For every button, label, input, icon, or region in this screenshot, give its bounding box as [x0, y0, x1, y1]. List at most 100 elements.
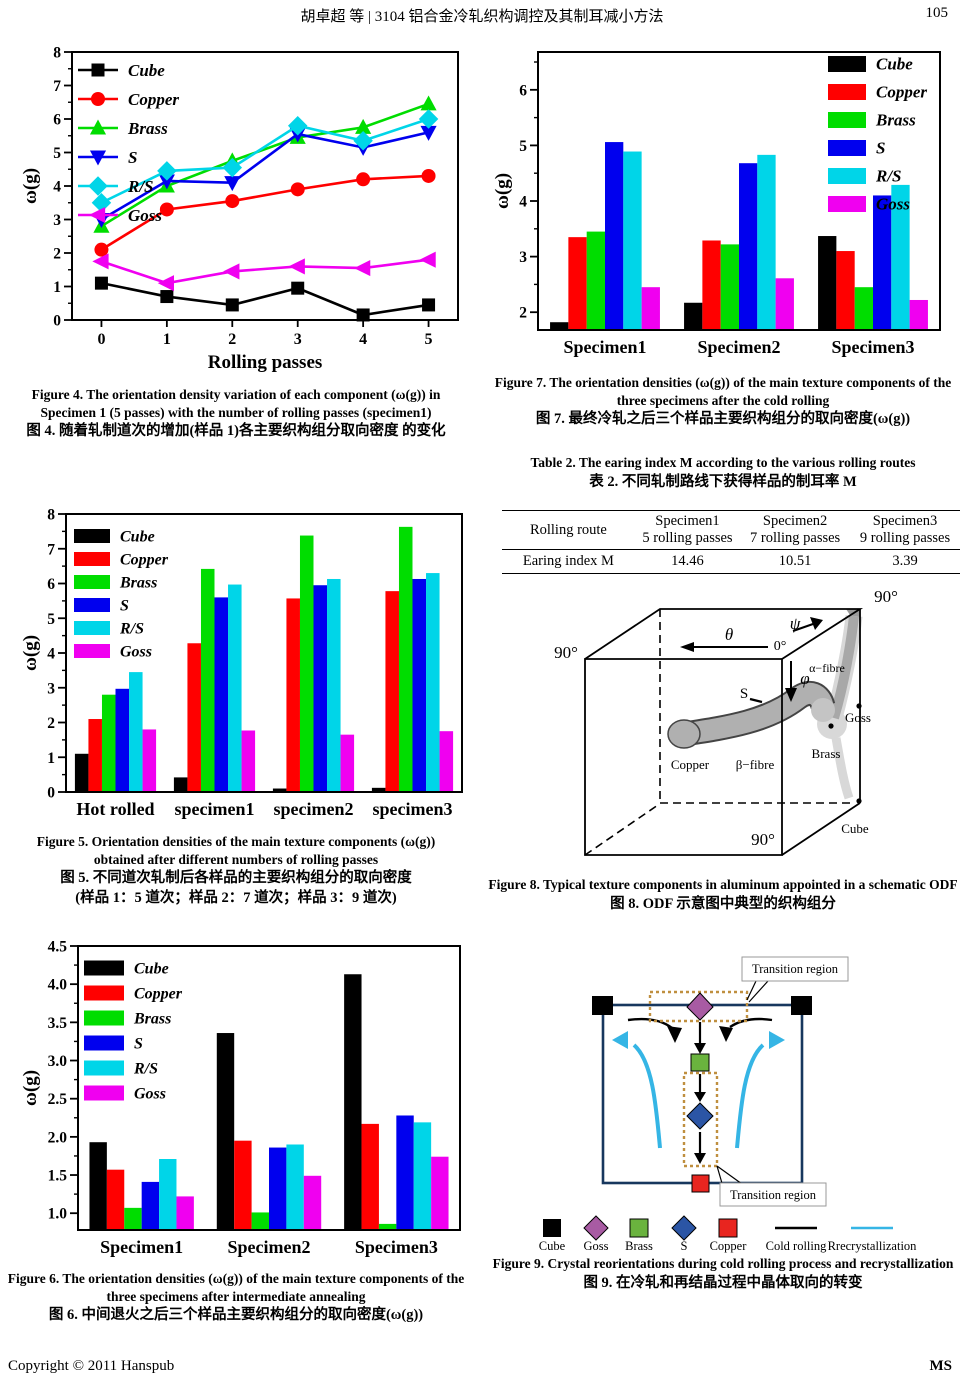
bar	[361, 1123, 379, 1230]
svg-text:5: 5	[47, 611, 55, 628]
bar	[739, 163, 758, 330]
phi-label: φ	[800, 669, 809, 688]
table2-col-rolling-route: Rolling route	[502, 510, 635, 551]
svg-text:4: 4	[47, 646, 55, 663]
bar	[159, 1159, 177, 1230]
data-point	[91, 193, 112, 213]
series-line	[100, 174, 429, 251]
goss-edge-point	[856, 703, 862, 709]
legend-item: Cold rolling	[766, 1226, 828, 1253]
svg-text:Cold rolling: Cold rolling	[766, 1239, 828, 1253]
transition-region-label-box-top	[741, 956, 849, 982]
data-point	[287, 115, 308, 136]
table2-cell-label: Earing index M	[502, 549, 635, 575]
data-point	[356, 172, 371, 187]
series-line	[100, 102, 429, 228]
bar	[142, 729, 157, 792]
legend-item: S	[84, 1035, 143, 1053]
bar	[101, 694, 116, 792]
bar	[241, 730, 256, 792]
bar	[623, 151, 642, 330]
svg-text:5: 5	[53, 145, 61, 162]
data-point	[356, 308, 370, 322]
svg-text:S: S	[134, 1036, 143, 1053]
svg-text:4.0: 4.0	[48, 977, 68, 994]
svg-text:7: 7	[47, 541, 55, 558]
svg-text:Goss: Goss	[583, 1239, 608, 1253]
series-line	[100, 117, 429, 204]
svg-text:Specimen3: Specimen3	[832, 337, 915, 357]
figure4-caption-en: Figure 4. The orientation density variat…	[31, 387, 441, 420]
svg-text:0: 0	[53, 313, 61, 330]
data-point	[92, 253, 109, 270]
svg-text:2.0: 2.0	[48, 1129, 68, 1146]
transition-region-label-box-bottom	[719, 1182, 827, 1207]
transition-region-box-top	[648, 990, 749, 1023]
brass-region	[811, 698, 835, 722]
bar	[286, 598, 300, 792]
figure7-caption-en: Figure 7. The orientation densities (ω(g…	[494, 375, 952, 408]
svg-text:0: 0	[47, 785, 55, 802]
bar	[385, 591, 399, 792]
data-point	[422, 298, 436, 312]
svg-text:R/S: R/S	[133, 1061, 158, 1078]
figure4-line-chart: 0 1 2 3 4 5 6 7 8 0 1 2 3 4 5 Cube Copper Brass S R/S Goss ω(…	[20, 45, 459, 373]
bar	[129, 672, 143, 792]
data-point	[353, 131, 373, 151]
bar	[550, 322, 569, 330]
data-point	[225, 298, 239, 312]
table2-col-specimen1: Specimen1 5 rolling passes	[634, 510, 741, 551]
svg-text:1: 1	[163, 331, 171, 348]
s-orientation-diamond	[686, 1102, 714, 1130]
svg-text:Hot rolled: Hot rolled	[76, 799, 154, 819]
figure4-caption: Figure 4. The orientation density variat…	[10, 386, 462, 441]
data-point	[94, 276, 108, 290]
data-point	[291, 281, 305, 295]
figure5-caption-zh-line2: (样品 1：5 道次；样品 2：7 道次；样品 3：9 道次)	[75, 890, 397, 907]
svg-text:Cube: Cube	[539, 1239, 566, 1253]
alpha-fibre-label: α−fibre	[809, 661, 845, 675]
cold-rolling-arrowhead-left	[667, 1026, 682, 1043]
table2-title: Table 2. The earing index M according to…	[488, 454, 958, 492]
bar	[124, 1207, 142, 1230]
svg-text:Specimen2: Specimen2	[698, 337, 781, 357]
svg-text:6: 6	[519, 82, 527, 99]
legend-item: Cube	[539, 1219, 566, 1253]
brass-orientation-square	[690, 1053, 710, 1072]
svg-text:5: 5	[519, 138, 527, 155]
figure8-odf-schematic: 90° 90° 90° 0° θ ψ φ α−fibre S Goss Bras…	[554, 587, 898, 856]
svg-text:7: 7	[53, 78, 61, 95]
legend-item: Goss	[84, 1085, 166, 1103]
bar	[313, 585, 328, 792]
recrystallization-arrowhead-left	[612, 1031, 628, 1049]
deg-top-right-label: 90°	[874, 587, 898, 606]
svg-text:Specimen2: Specimen2	[228, 1237, 311, 1257]
bar	[873, 195, 892, 330]
legend-item: R/S	[78, 176, 154, 196]
legend-item: Copper	[78, 90, 179, 109]
svg-text:Cube: Cube	[128, 61, 165, 80]
goss-orientation-diamond	[686, 992, 714, 1021]
svg-text:1.5: 1.5	[48, 1168, 68, 1185]
svg-text:0: 0	[97, 331, 105, 348]
svg-text:Brass: Brass	[625, 1239, 653, 1253]
svg-text:ω(g): ω(g)	[20, 1070, 41, 1106]
svg-text:ω(g): ω(g)	[20, 635, 41, 671]
header-title: 胡卓超 等 | 3104 铝合金冷轧织构调控及其制耳减小方法	[300, 9, 664, 25]
legend-item: Cube	[828, 55, 913, 74]
bar	[88, 719, 102, 792]
svg-text:Brass: Brass	[127, 119, 168, 138]
svg-text:specimen2: specimen2	[274, 799, 354, 819]
svg-text:3.0: 3.0	[48, 1053, 68, 1070]
page-header: 胡卓超 等 | 3104 铝合金冷轧织构调控及其制耳减小方法	[0, 5, 964, 26]
transition-region-box-middle	[682, 1071, 719, 1168]
cube-label: Cube	[841, 821, 869, 836]
bar	[586, 231, 605, 330]
bar	[234, 1140, 252, 1230]
svg-text:S: S	[128, 148, 137, 167]
svg-text:4: 4	[53, 179, 61, 196]
callout-line-top-b	[748, 980, 769, 1003]
legend-item: S	[671, 1215, 697, 1253]
svg-text:Goss: Goss	[128, 206, 162, 225]
footer-journal-abbrev: MS	[929, 1358, 953, 1374]
